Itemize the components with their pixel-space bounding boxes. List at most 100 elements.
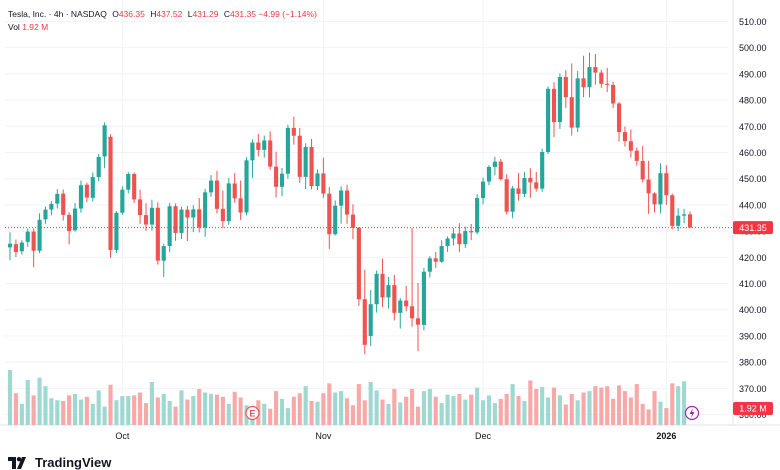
candle[interactable] [138, 199, 143, 216]
candle[interactable] [546, 88, 551, 152]
candle[interactable] [392, 285, 397, 313]
candle[interactable] [469, 231, 474, 233]
candle[interactable] [492, 161, 497, 167]
candle[interactable] [67, 214, 72, 232]
symbol-name[interactable]: Tesla, Inc. [8, 9, 47, 19]
candle[interactable] [599, 72, 604, 84]
candle[interactable] [616, 103, 622, 133]
candle[interactable] [250, 142, 255, 161]
candle[interactable] [203, 192, 208, 228]
candle[interactable] [439, 246, 444, 262]
candle[interactable] [161, 246, 166, 261]
candle[interactable] [652, 193, 657, 205]
candle[interactable] [605, 83, 610, 85]
candle[interactable] [356, 227, 361, 300]
candle[interactable] [191, 209, 196, 218]
candle[interactable] [386, 285, 391, 298]
candle[interactable] [528, 177, 533, 183]
candle[interactable] [214, 180, 220, 209]
candle[interactable] [516, 188, 521, 194]
candle[interactable] [634, 150, 639, 161]
candle[interactable] [676, 215, 681, 226]
candle[interactable] [410, 306, 415, 319]
candle[interactable] [581, 78, 586, 88]
candle[interactable] [96, 156, 101, 178]
candle[interactable] [244, 160, 249, 213]
candle[interactable] [339, 190, 344, 206]
candle[interactable] [268, 140, 273, 167]
candle[interactable] [540, 151, 545, 189]
candle[interactable] [149, 207, 154, 225]
candle[interactable] [25, 231, 30, 242]
candle[interactable] [72, 208, 78, 231]
candle[interactable] [256, 142, 261, 150]
candle[interactable] [611, 84, 616, 104]
candle[interactable] [445, 238, 450, 247]
candle[interactable] [398, 300, 403, 313]
candle[interactable] [297, 135, 302, 177]
candle[interactable] [451, 233, 456, 239]
candle[interactable] [279, 173, 285, 187]
candle[interactable] [510, 188, 515, 212]
candle[interactable] [238, 198, 243, 213]
candle[interactable] [640, 160, 645, 180]
candle[interactable] [498, 161, 503, 180]
interval[interactable]: 4h [53, 9, 64, 19]
candle[interactable] [374, 273, 379, 305]
candle[interactable] [321, 173, 326, 194]
candle[interactable] [143, 215, 149, 225]
candle[interactable] [362, 299, 367, 345]
candle[interactable] [114, 212, 119, 250]
candle[interactable] [173, 206, 178, 233]
candle[interactable] [664, 173, 669, 196]
candle[interactable] [19, 242, 24, 252]
candle[interactable] [658, 173, 663, 205]
candle[interactable] [480, 181, 486, 199]
candle[interactable] [457, 233, 462, 245]
candle[interactable] [333, 205, 338, 235]
candle[interactable] [622, 132, 628, 142]
candle[interactable] [7, 243, 13, 248]
candle[interactable] [126, 173, 131, 190]
candle[interactable] [90, 177, 95, 198]
candle[interactable] [563, 77, 568, 98]
candle[interactable] [43, 209, 48, 220]
candle[interactable] [78, 185, 84, 209]
candle[interactable] [463, 231, 468, 245]
candle[interactable] [102, 125, 107, 157]
candle[interactable] [415, 318, 421, 325]
candle[interactable] [49, 203, 54, 210]
candle[interactable] [179, 209, 184, 233]
candle[interactable] [37, 219, 42, 251]
candle[interactable] [61, 193, 66, 215]
candle[interactable] [534, 182, 539, 189]
candle[interactable] [670, 195, 675, 226]
candle[interactable] [551, 88, 557, 123]
candle[interactable] [155, 207, 160, 261]
candle[interactable] [220, 208, 225, 222]
candle[interactable] [475, 198, 480, 233]
candle[interactable] [575, 78, 580, 128]
candle[interactable] [344, 190, 350, 215]
candle[interactable] [31, 231, 36, 251]
candle[interactable] [132, 173, 137, 200]
candle[interactable] [285, 127, 290, 174]
candle[interactable] [108, 136, 113, 250]
candle[interactable] [350, 214, 356, 228]
candle[interactable] [587, 67, 592, 88]
candle[interactable] [232, 183, 237, 199]
candle[interactable] [327, 193, 332, 235]
candle[interactable] [427, 258, 432, 272]
candle[interactable] [628, 141, 633, 151]
tradingview-logo[interactable]: TradingView [8, 455, 111, 470]
candle[interactable] [291, 127, 296, 136]
candle[interactable] [84, 184, 89, 198]
candle[interactable] [380, 273, 385, 298]
candle[interactable] [208, 180, 214, 193]
earnings-event-marker[interactable] [245, 405, 260, 421]
candle[interactable] [687, 214, 693, 228]
candle[interactable] [404, 300, 409, 307]
candle[interactable] [421, 271, 426, 325]
candle[interactable] [682, 214, 687, 216]
